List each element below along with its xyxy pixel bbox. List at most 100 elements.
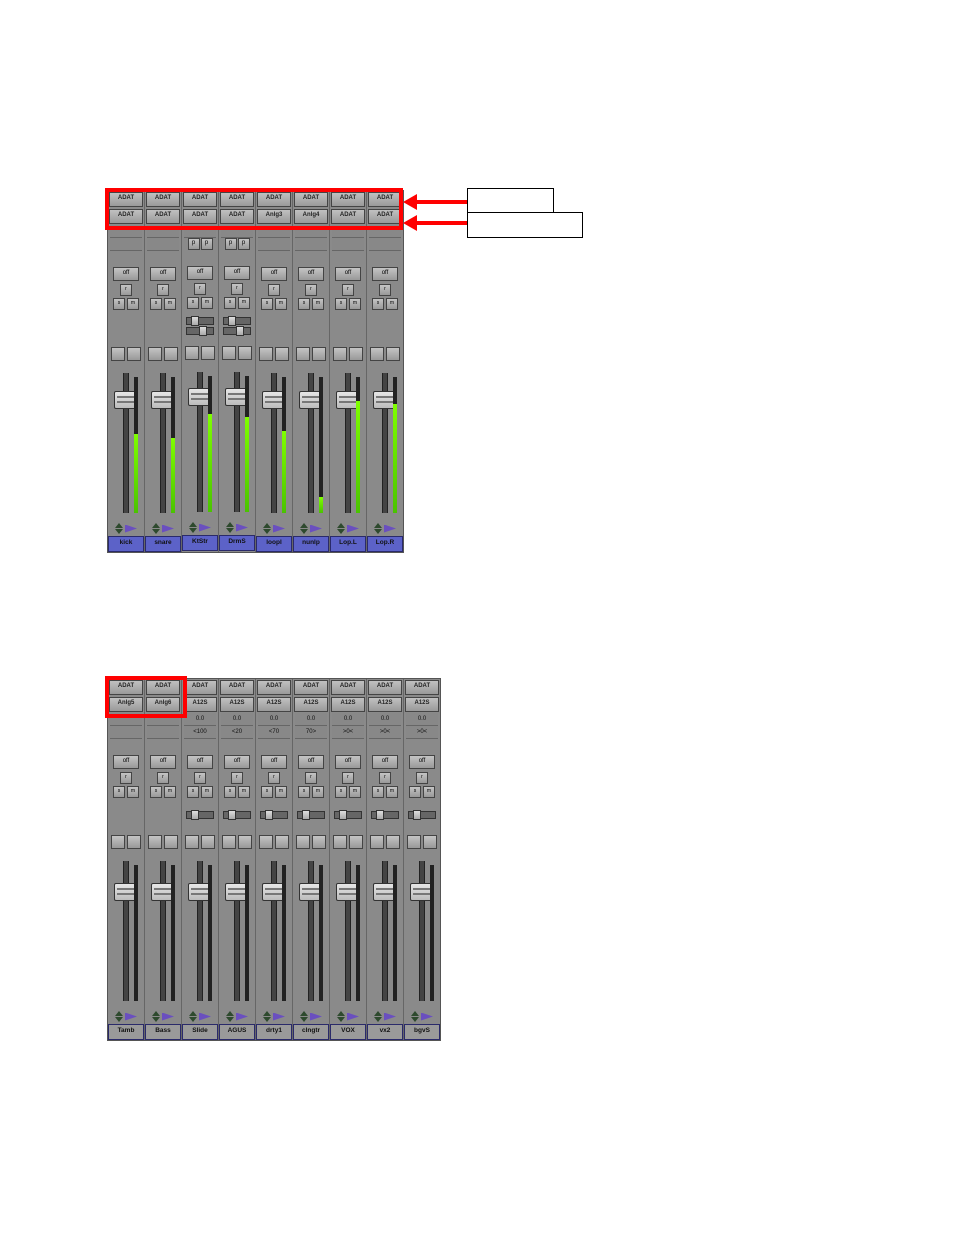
mute-button[interactable]: m — [312, 786, 324, 798]
automation-off-button[interactable]: off — [261, 267, 287, 281]
input-selector[interactable]: ADAT — [368, 680, 402, 695]
send-slider[interactable] — [371, 811, 399, 819]
input-selector[interactable]: ADAT — [109, 680, 143, 695]
automation-off-button[interactable]: off — [150, 267, 176, 281]
automation-icon[interactable] — [384, 1013, 396, 1021]
pan-button[interactable] — [127, 347, 141, 361]
fader-track[interactable] — [271, 861, 277, 1001]
output-selector[interactable]: A12S — [183, 697, 217, 712]
automation-off-button[interactable]: off — [113, 267, 139, 281]
pan-button[interactable] — [164, 835, 178, 849]
nudge-buttons[interactable] — [152, 1011, 160, 1022]
channel-name[interactable]: bgvS — [404, 1024, 440, 1040]
automation-icon[interactable] — [199, 524, 211, 532]
fader-track[interactable] — [345, 861, 351, 1001]
output-selector[interactable]: A12S — [331, 697, 365, 712]
pan-button[interactable] — [407, 835, 421, 849]
automation-icon[interactable] — [347, 1013, 359, 1021]
solo-button[interactable]: s — [261, 298, 273, 310]
input-selector[interactable]: ADAT — [220, 680, 254, 695]
nudge-buttons[interactable] — [115, 1011, 123, 1022]
automation-icon[interactable] — [384, 525, 396, 533]
automation-icon[interactable] — [273, 525, 285, 533]
output-selector[interactable]: Anlg5 — [109, 697, 143, 712]
pan-button[interactable] — [222, 835, 236, 849]
input-selector[interactable]: ADAT — [220, 192, 254, 207]
pan-button[interactable] — [333, 835, 347, 849]
record-enable-button[interactable]: r — [157, 284, 169, 296]
pan-button[interactable] — [185, 835, 199, 849]
nudge-buttons[interactable] — [115, 523, 123, 534]
output-selector[interactable]: ADAT — [368, 209, 402, 224]
nudge-buttons[interactable] — [300, 523, 308, 534]
pan-button[interactable] — [111, 347, 125, 361]
mute-button[interactable]: m — [275, 298, 287, 310]
automation-icon[interactable] — [162, 525, 174, 533]
output-selector[interactable]: A12S — [257, 697, 291, 712]
record-enable-button[interactable]: r — [231, 283, 243, 295]
automation-icon[interactable] — [199, 1013, 211, 1021]
pan-button[interactable] — [201, 835, 215, 849]
automation-off-button[interactable]: off — [409, 755, 435, 769]
solo-button[interactable]: s — [409, 786, 421, 798]
automation-off-button[interactable]: off — [298, 755, 324, 769]
automation-off-button[interactable]: off — [150, 755, 176, 769]
pan-button[interactable] — [275, 347, 289, 361]
pp-button[interactable]: p — [201, 238, 213, 250]
send-slider[interactable] — [223, 811, 251, 819]
output-selector[interactable]: A12S — [405, 697, 439, 712]
solo-button[interactable]: s — [187, 786, 199, 798]
record-enable-button[interactable]: r — [342, 772, 354, 784]
pan-button[interactable] — [238, 835, 252, 849]
fader-track[interactable] — [123, 373, 129, 513]
output-selector[interactable]: ADAT — [220, 209, 254, 224]
solo-button[interactable]: s — [261, 786, 273, 798]
record-enable-button[interactable]: r — [416, 772, 428, 784]
pan-button[interactable] — [423, 835, 437, 849]
automation-off-button[interactable]: off — [224, 266, 250, 280]
input-selector[interactable]: ADAT — [146, 192, 180, 207]
automation-icon[interactable] — [347, 525, 359, 533]
fader-track[interactable] — [271, 373, 277, 513]
record-enable-button[interactable]: r — [194, 772, 206, 784]
pan-button[interactable] — [312, 835, 326, 849]
nudge-buttons[interactable] — [374, 523, 382, 534]
channel-name[interactable]: nunlp — [293, 536, 329, 552]
fader-track[interactable] — [123, 861, 129, 1001]
pan-button[interactable] — [222, 346, 236, 360]
automation-icon[interactable] — [310, 525, 322, 533]
mute-button[interactable]: m — [127, 786, 139, 798]
mute-button[interactable]: m — [201, 297, 213, 309]
channel-name[interactable]: drty1 — [256, 1024, 292, 1040]
nudge-buttons[interactable] — [374, 1011, 382, 1022]
send-slider[interactable] — [297, 811, 325, 819]
send-slider[interactable] — [334, 811, 362, 819]
channel-name[interactable]: Bass — [145, 1024, 181, 1040]
solo-button[interactable]: s — [224, 786, 236, 798]
solo-button[interactable]: s — [113, 298, 125, 310]
channel-name[interactable]: Tamb — [108, 1024, 144, 1040]
automation-off-button[interactable]: off — [298, 267, 324, 281]
record-enable-button[interactable]: r — [305, 284, 317, 296]
solo-button[interactable]: s — [298, 298, 310, 310]
record-enable-button[interactable]: r — [305, 772, 317, 784]
solo-button[interactable]: s — [113, 786, 125, 798]
pan-button[interactable] — [185, 346, 199, 360]
record-enable-button[interactable]: r — [231, 772, 243, 784]
mute-button[interactable]: m — [349, 298, 361, 310]
channel-name[interactable]: vx2 — [367, 1024, 403, 1040]
record-enable-button[interactable]: r — [120, 284, 132, 296]
solo-button[interactable]: s — [150, 786, 162, 798]
automation-off-button[interactable]: off — [224, 755, 250, 769]
mute-button[interactable]: m — [238, 786, 250, 798]
automation-off-button[interactable]: off — [187, 266, 213, 280]
pan-button[interactable] — [333, 347, 347, 361]
pan-button[interactable] — [349, 347, 363, 361]
pan-button[interactable] — [127, 835, 141, 849]
send-slider[interactable] — [186, 317, 214, 325]
record-enable-button[interactable]: r — [120, 772, 132, 784]
nudge-buttons[interactable] — [337, 1011, 345, 1022]
send-slider[interactable] — [260, 811, 288, 819]
automation-icon[interactable] — [125, 1013, 137, 1021]
automation-off-button[interactable]: off — [113, 755, 139, 769]
